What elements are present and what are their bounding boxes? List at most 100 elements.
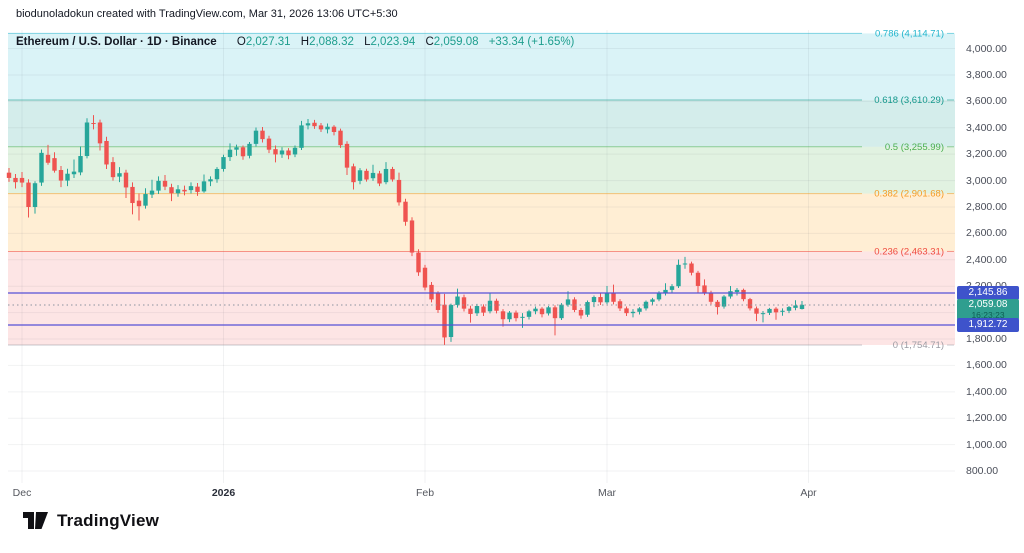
candle-body[interactable]: [760, 313, 766, 315]
candle-body[interactable]: [409, 220, 415, 253]
candle-body[interactable]: [500, 311, 506, 320]
candle-body[interactable]: [273, 149, 278, 155]
candle-body[interactable]: [149, 190, 155, 195]
candle-body[interactable]: [364, 170, 369, 180]
candle-body[interactable]: [292, 147, 298, 155]
candle-body[interactable]: [520, 316, 525, 318]
candle-body[interactable]: [312, 122, 317, 127]
candle-body[interactable]: [383, 168, 389, 183]
candle-body[interactable]: [689, 263, 694, 273]
candle-body[interactable]: [377, 173, 382, 184]
candle-body[interactable]: [468, 308, 473, 314]
candle-body[interactable]: [786, 307, 792, 311]
candle-body[interactable]: [162, 180, 168, 187]
candle-body[interactable]: [780, 310, 785, 312]
candle-body[interactable]: [494, 300, 499, 311]
candle-body[interactable]: [370, 172, 376, 179]
candle-body[interactable]: [221, 157, 226, 169]
candle-body[interactable]: [630, 311, 636, 314]
candle-body[interactable]: [331, 126, 337, 132]
candle-body[interactable]: [91, 123, 96, 125]
candle-body[interactable]: [123, 172, 129, 188]
candle-body[interactable]: [351, 166, 356, 183]
candle-body[interactable]: [734, 289, 740, 293]
candle-body[interactable]: [624, 308, 629, 314]
candle-body[interactable]: [13, 177, 18, 183]
candle-body[interactable]: [357, 170, 363, 181]
candle-body[interactable]: [240, 147, 246, 157]
candle-body[interactable]: [45, 154, 51, 163]
candle-body[interactable]: [598, 297, 603, 303]
candle-body[interactable]: [130, 186, 135, 204]
candle-body[interactable]: [201, 181, 207, 192]
candle-body[interactable]: [552, 307, 558, 319]
candle-body[interactable]: [455, 296, 460, 305]
tradingview-branding[interactable]: TradingView: [22, 510, 159, 531]
candle-body[interactable]: [416, 252, 421, 273]
candle-body[interactable]: [650, 299, 655, 302]
candle-body[interactable]: [214, 168, 220, 180]
candle-body[interactable]: [604, 293, 610, 303]
candle-body[interactable]: [702, 285, 707, 293]
candle-body[interactable]: [474, 306, 480, 314]
candle-body[interactable]: [487, 300, 493, 312]
candle-body[interactable]: [71, 171, 77, 175]
candle-body[interactable]: [422, 267, 428, 288]
time-axis[interactable]: Dec 2026 Feb Mar Apr: [0, 483, 955, 505]
candle-body[interactable]: [526, 311, 532, 317]
candle-body[interactable]: [572, 299, 577, 310]
candle-body[interactable]: [533, 308, 538, 312]
candle-body[interactable]: [208, 179, 213, 182]
candle-body[interactable]: [481, 306, 486, 313]
candle-body[interactable]: [682, 263, 688, 265]
candle-body[interactable]: [65, 173, 70, 181]
candle-body[interactable]: [767, 308, 772, 313]
candle-body[interactable]: [435, 293, 441, 310]
candle-body[interactable]: [247, 143, 252, 156]
candle-body[interactable]: [318, 125, 324, 130]
candle-body[interactable]: [260, 130, 265, 140]
candle-body[interactable]: [78, 156, 83, 173]
candle-body[interactable]: [156, 180, 161, 191]
candle-body[interactable]: [299, 125, 304, 148]
candle-body[interactable]: [169, 187, 174, 194]
candle-body[interactable]: [643, 301, 649, 309]
candle-body[interactable]: [253, 130, 259, 144]
candle-body[interactable]: [669, 286, 675, 290]
candle-body[interactable]: [58, 170, 64, 181]
candle-body[interactable]: [84, 122, 90, 157]
candle-body[interactable]: [637, 308, 642, 312]
candle-body[interactable]: [344, 143, 350, 168]
candle-body[interactable]: [799, 304, 805, 310]
candle-body[interactable]: [578, 309, 584, 316]
candle-body[interactable]: [396, 179, 402, 203]
candle-body[interactable]: [565, 299, 571, 305]
candle-body[interactable]: [26, 182, 31, 207]
candle-body[interactable]: [461, 297, 467, 309]
candle-body[interactable]: [591, 297, 597, 303]
candle-body[interactable]: [403, 201, 408, 222]
candle-body[interactable]: [175, 189, 181, 194]
candle-body[interactable]: [513, 312, 519, 319]
candle-body[interactable]: [663, 289, 668, 293]
candle-body[interactable]: [227, 149, 233, 158]
candle-body[interactable]: [448, 304, 454, 338]
candle-body[interactable]: [325, 126, 330, 130]
candle-body[interactable]: [110, 162, 116, 178]
candle-body[interactable]: [390, 168, 395, 180]
candle-body[interactable]: [773, 308, 779, 313]
candle-body[interactable]: [611, 293, 616, 302]
candle-body[interactable]: [676, 264, 681, 287]
candle-body[interactable]: [721, 296, 727, 307]
candle-body[interactable]: [188, 186, 194, 191]
candle-body[interactable]: [429, 284, 434, 300]
candle-body[interactable]: [728, 291, 733, 297]
candle-body[interactable]: [793, 305, 798, 308]
candle-body[interactable]: [6, 172, 12, 178]
candle-body[interactable]: [104, 140, 109, 165]
candle-body[interactable]: [97, 122, 103, 144]
candle-body[interactable]: [338, 130, 343, 146]
candle-body[interactable]: [585, 302, 590, 315]
candle-body[interactable]: [182, 189, 187, 192]
